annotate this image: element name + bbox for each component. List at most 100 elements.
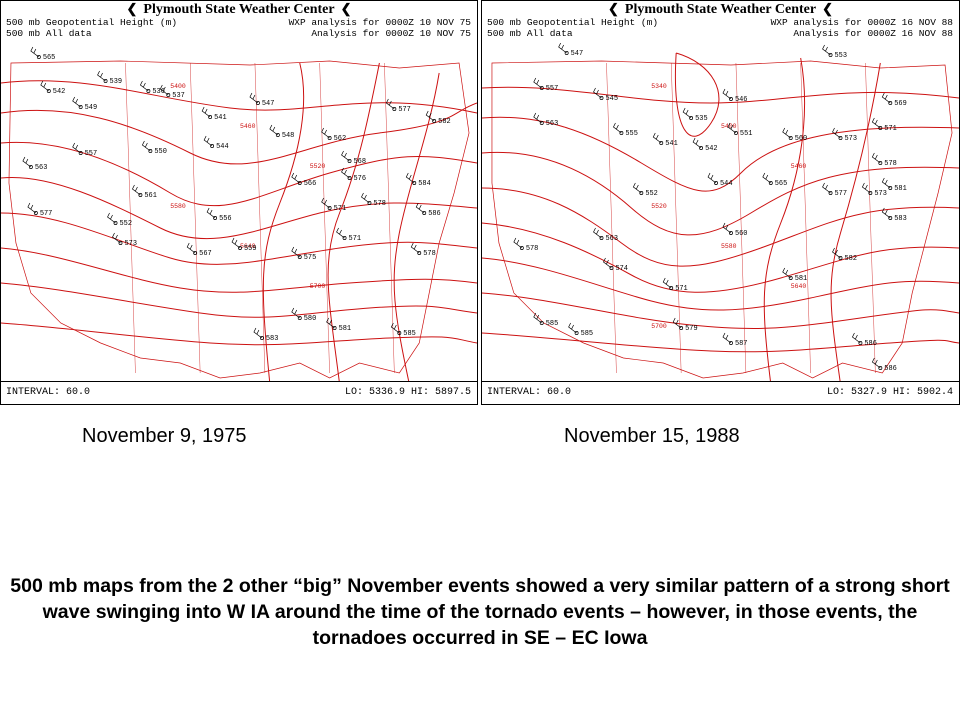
wind-barb-icon	[341, 150, 350, 162]
station-plot: 577	[822, 182, 847, 198]
wind-barb-icon	[593, 87, 602, 99]
station-plot: 536	[139, 80, 165, 96]
station-plot: 539	[97, 70, 122, 86]
station-plot: 565	[30, 46, 55, 62]
state-boundary-line	[800, 62, 811, 374]
station-circle-icon	[33, 211, 38, 215]
station-circle-icon	[564, 51, 569, 55]
station-height-label: 566	[304, 180, 317, 188]
station-height-label: 582	[438, 118, 451, 126]
station-height-label: 583	[266, 335, 279, 343]
height-contour-line	[1, 282, 477, 318]
station-height-label: 585	[403, 330, 416, 338]
station-circle-icon	[213, 216, 218, 220]
contour-value-label: 5700	[310, 283, 326, 290]
wind-barb-icon	[593, 227, 602, 239]
station-plot: 557	[533, 77, 558, 93]
height-contour-line	[262, 62, 305, 384]
height-contour-line	[393, 72, 440, 384]
station-plot: 586	[852, 332, 877, 348]
station-height-label: 578	[884, 160, 897, 168]
station-height-label: 545	[605, 95, 618, 103]
height-contour-line	[1, 176, 477, 240]
station-plot: 577	[27, 202, 52, 218]
wind-barb-icon	[206, 207, 216, 219]
station-circle-icon	[255, 101, 260, 105]
station-circle-icon	[689, 116, 694, 120]
station-circle-icon	[788, 136, 793, 140]
station-circle-icon	[609, 266, 614, 270]
station-plot: 578	[361, 192, 386, 208]
station-height-label: 560	[735, 230, 748, 238]
wind-barb-icon	[632, 182, 642, 194]
station-height-label: 552	[120, 220, 133, 228]
station-plot: 571	[321, 197, 346, 213]
station-plot: 573	[832, 127, 857, 143]
logo-swoosh-icon: ❮	[340, 1, 352, 16]
station-plot: 552	[107, 212, 133, 228]
contour-value-label: 5640	[791, 283, 807, 290]
wind-barb-icon	[613, 122, 622, 134]
wind-barb-icon	[253, 327, 263, 339]
wind-barb-icon	[722, 88, 732, 100]
wind-barb-icon	[871, 357, 881, 369]
wind-barb-icon	[203, 135, 213, 147]
station-height-label: 562	[334, 135, 347, 143]
station-height-label: 548	[282, 132, 295, 140]
station-circle-icon	[888, 216, 893, 220]
coastline-outline	[491, 60, 953, 379]
map-footer: INTERVAL: 60.0 LO: 5327.9 HI: 5902.4	[482, 381, 959, 404]
lo-hi-label: LO: 5327.9 HI: 5902.4	[826, 387, 953, 398]
station-plot: 585	[533, 312, 558, 328]
station-plot: 578	[410, 242, 436, 258]
station-height-label: 556	[219, 215, 232, 223]
station-height-label: 581	[339, 325, 352, 333]
wind-barb-icon	[22, 156, 32, 168]
wind-barb-icon	[321, 127, 330, 139]
station-plot: 552	[632, 182, 658, 198]
height-contour-line	[1, 141, 477, 207]
wind-barb-icon	[341, 167, 350, 179]
wind-barb-icon	[513, 237, 523, 249]
station-plot: 571	[871, 117, 897, 133]
station-height-label: 568	[354, 158, 367, 166]
wind-barb-icon	[672, 317, 682, 329]
station-circle-icon	[327, 206, 332, 210]
station-circle-icon	[210, 144, 215, 148]
logo-swoosh-icon: ❮	[126, 1, 138, 16]
station-plot: 586	[415, 202, 441, 218]
wind-barb-icon	[425, 110, 435, 122]
station-height-label: 586	[864, 340, 877, 348]
station-plot: 544	[707, 172, 733, 188]
height-contour-line	[1, 212, 477, 265]
height-contour-line	[482, 151, 959, 236]
station-circle-icon	[729, 97, 733, 101]
station-circle-icon	[619, 131, 624, 135]
station-plot: 548	[269, 124, 295, 140]
station-height-label: 578	[423, 250, 436, 258]
wind-barb-icon	[336, 227, 345, 239]
station-circle-icon	[297, 316, 302, 320]
height-contour-line	[482, 187, 959, 267]
station-height-label: 583	[894, 215, 907, 223]
station-plot: 581	[881, 177, 907, 193]
station-height-label: 563	[546, 120, 559, 128]
wind-barb-icon	[410, 242, 420, 254]
header-right-line-2: Analysis for 0000Z 16 NOV 88	[793, 28, 953, 39]
station-height-label: 569	[894, 100, 907, 108]
wind-barb-icon	[97, 70, 106, 82]
station-circle-icon	[878, 366, 883, 370]
wind-barb-icon	[533, 77, 542, 89]
lo-hi-label: LO: 5336.9 HI: 5897.5	[344, 387, 471, 398]
station-plot: 587	[722, 332, 747, 348]
station-plot: 557	[72, 142, 97, 158]
contour-value-label: 5580	[721, 243, 737, 250]
station-circle-icon	[78, 151, 83, 155]
header-left-line-1: 500 mb Geopotential Height (m)	[6, 17, 178, 28]
station-height-label: 544	[216, 143, 229, 151]
station-circle-icon	[46, 89, 51, 93]
station-circle-icon	[297, 181, 302, 185]
station-plot: 553	[822, 44, 847, 60]
station-circle-icon	[828, 191, 833, 195]
station-plot: 561	[132, 184, 157, 200]
